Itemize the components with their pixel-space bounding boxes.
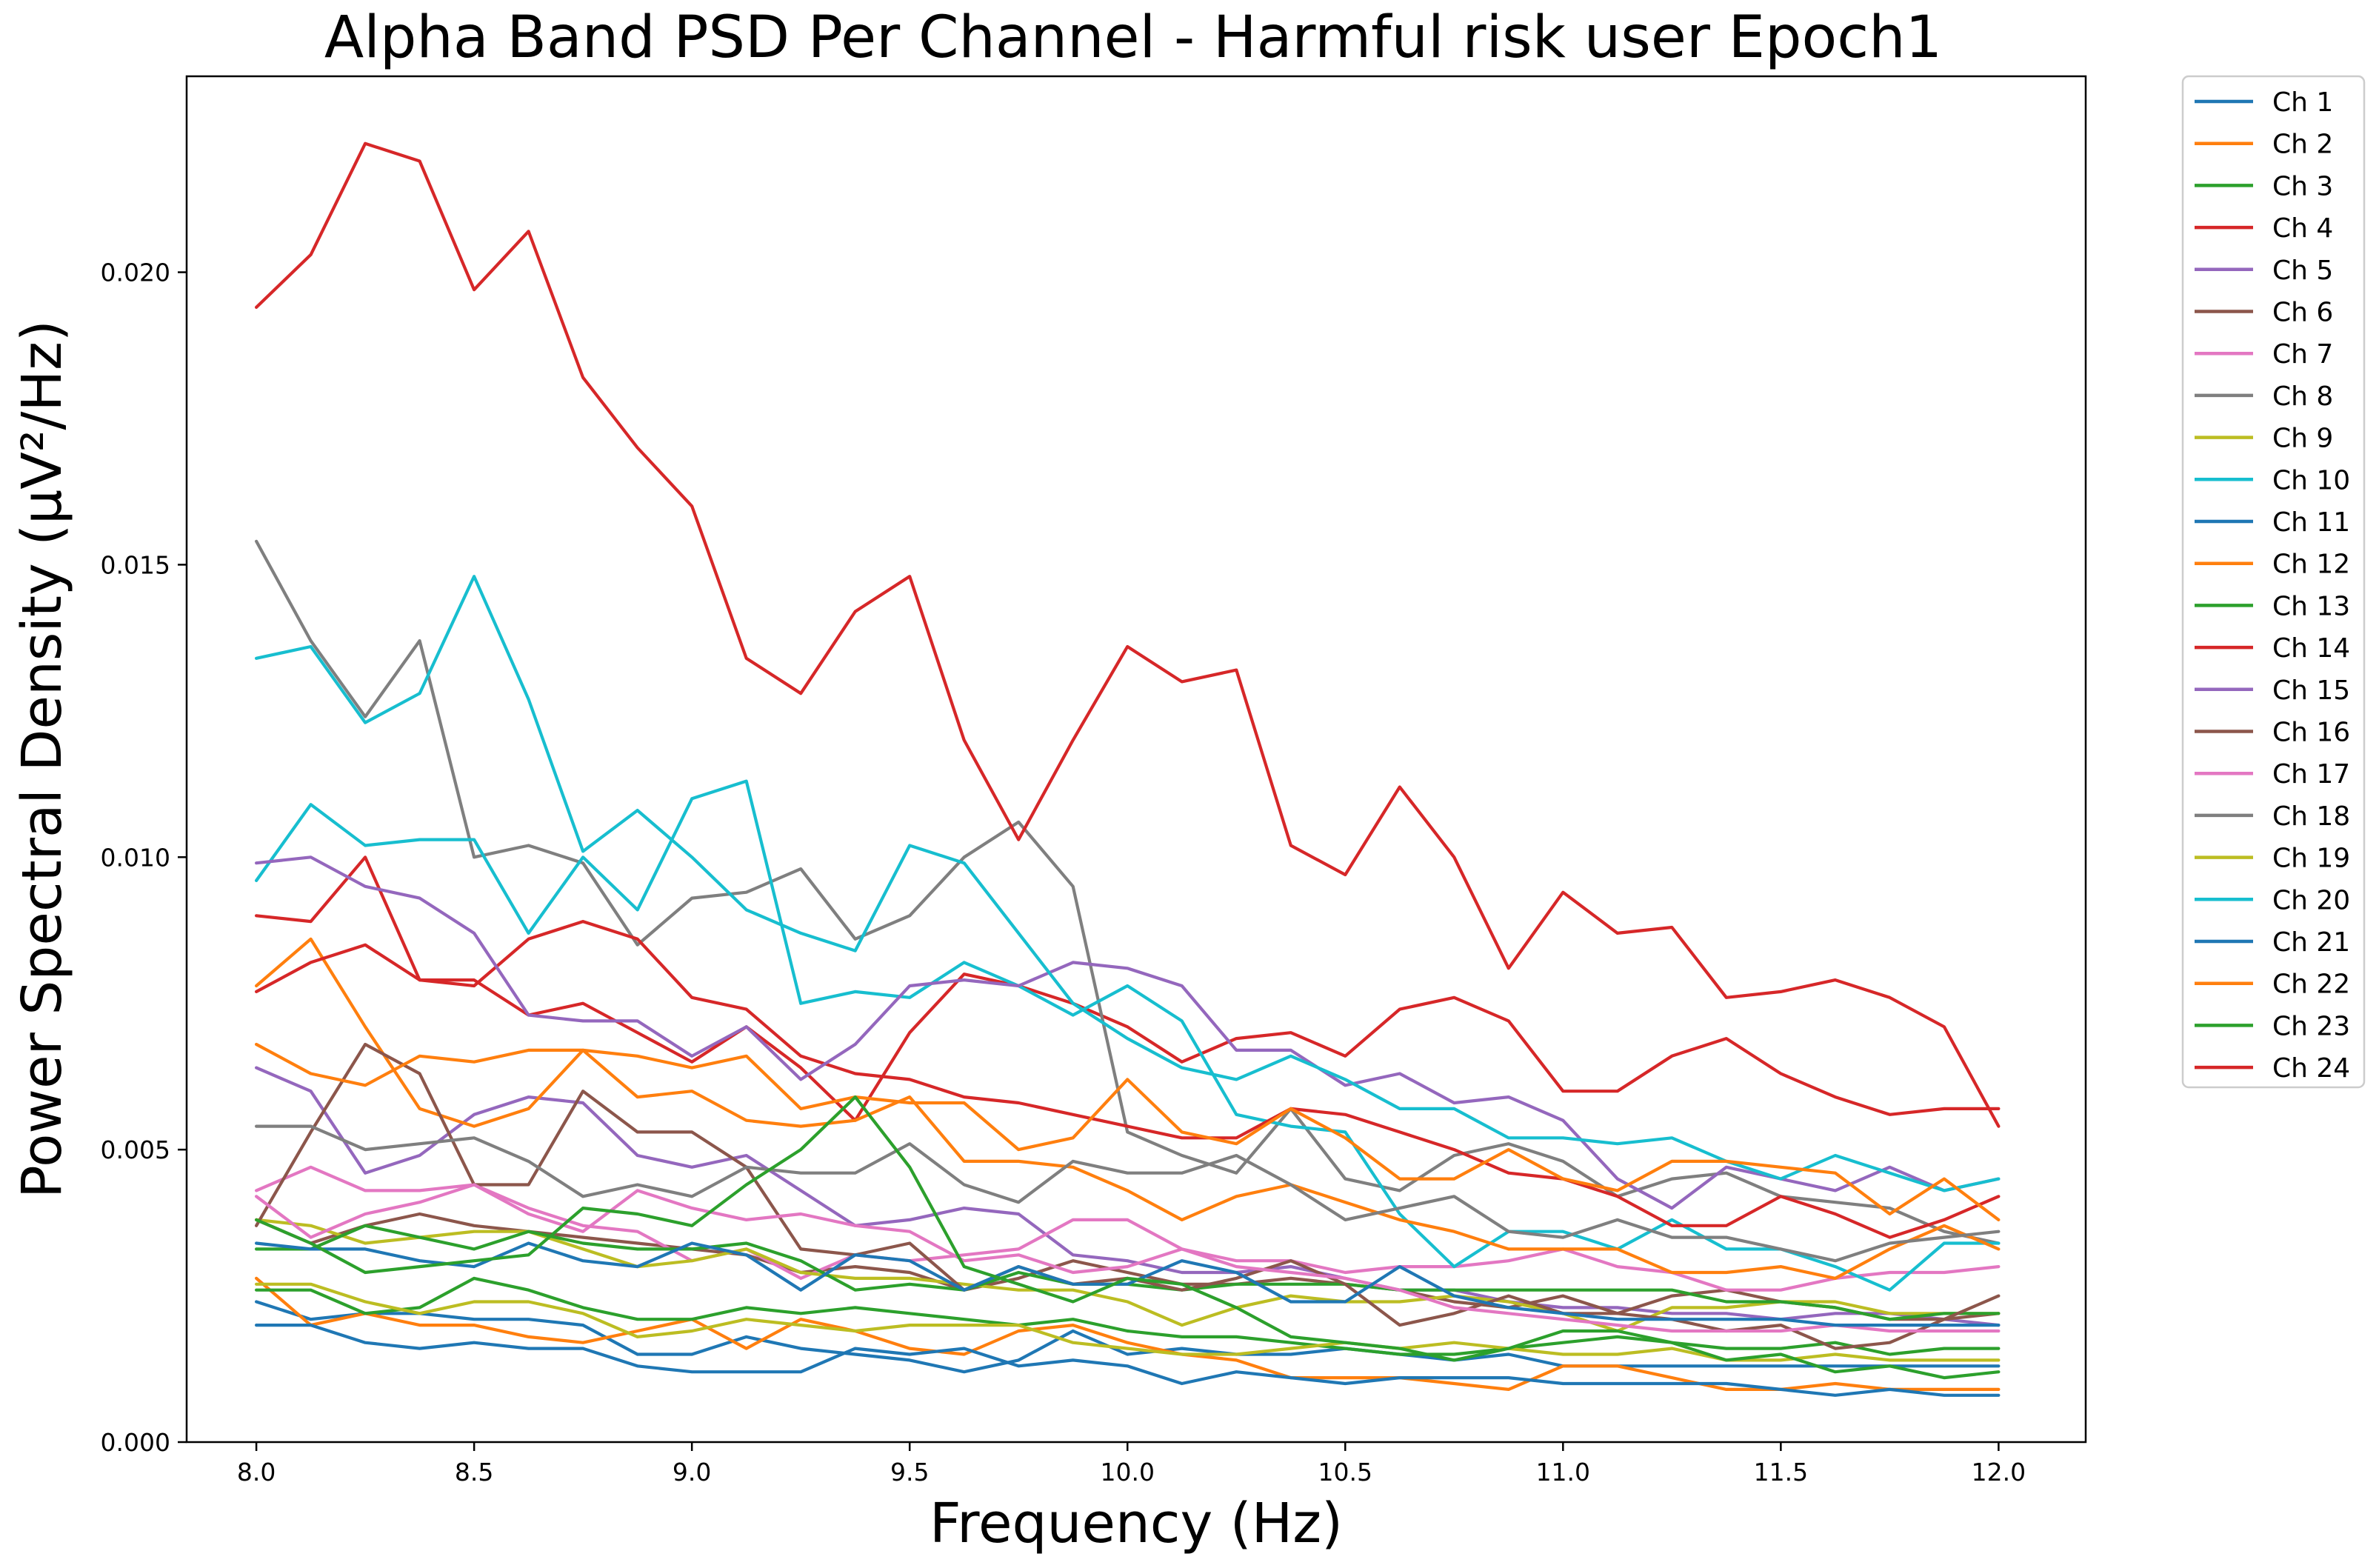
y-tick-label: 0.005 [101,1135,170,1164]
legend-label-ch-19: Ch 19 [2272,844,2350,874]
x-tick-label: 11.5 [1754,1458,1808,1487]
legend-frame [2181,75,2366,1089]
legend-label-ch-2: Ch 2 [2272,130,2333,160]
x-tick-label: 8.5 [455,1458,493,1487]
x-axis-ticks: 8.0 8.5 9.0 9.5 10.0 10.5 11.0 11.5 12.0 [237,1442,2026,1487]
series-line-ch-4 [255,855,2001,1122]
series-line-ch-10 [255,779,2001,1292]
series-line-ch-2 [255,1276,2001,1392]
series-line-ch-6 [255,1212,2001,1321]
series-line-ch-15 [255,855,2001,1210]
x-tick-label: 10.0 [1100,1458,1154,1487]
series-line-ch-17 [255,1183,2001,1333]
legend-label-ch-10: Ch 10 [2272,465,2350,496]
x-axis-label: Frequency (Hz) [930,1492,1343,1555]
x-tick-label: 9.5 [890,1458,929,1487]
legend: Ch 1 Ch 2 Ch 3 Ch 4 Ch 5 Ch 6 Ch 7 Ch 8 Ch 9 Ch 1… [2181,75,2366,1089]
legend-label-ch-7: Ch 7 [2272,339,2333,370]
legend-label-ch-17: Ch 17 [2272,759,2350,790]
series-line-ch-7 [255,1165,2001,1292]
x-tick-label: 8.0 [237,1458,276,1487]
plot-frame [185,75,2087,1444]
series-line-ch-18 [255,1124,2001,1263]
series-line-ch-11 [255,1323,2001,1397]
x-tick-label: 11.0 [1536,1458,1590,1487]
legend-label-ch-18: Ch 18 [2272,801,2350,832]
legend-label-ch-8: Ch 8 [2272,381,2333,412]
series-line-ch-12 [255,937,2001,1281]
legend-label-ch-16: Ch 16 [2272,718,2350,748]
legend-label-ch-15: Ch 15 [2272,675,2350,706]
series-layer [255,141,2001,1397]
series-line-ch-14 [255,919,2001,1239]
series-line-ch-20 [255,575,2001,1192]
series-line-ch-8 [255,539,2001,1245]
legend-label-ch-4: Ch 4 [2272,213,2333,244]
x-tick-label: 10.5 [1318,1458,1372,1487]
series-line-ch-5 [255,1066,2001,1327]
series-line-ch-1 [255,1300,2001,1374]
legend-label-ch-9: Ch 9 [2272,424,2333,454]
y-axis-label: Power Spectral Density (µV²/Hz) [10,320,74,1198]
x-tick-label: 9.0 [673,1458,711,1487]
chart-title: Alpha Band PSD Per Channel - Harmful ris… [324,4,1942,71]
y-tick-label: 0.000 [101,1428,170,1457]
legend-label-ch-24: Ch 24 [2272,1053,2350,1084]
y-axis-ticks: 0.000 0.005 0.010 0.015 0.020 [101,258,187,1457]
legend-label-ch-3: Ch 3 [2272,171,2333,201]
legend-label-ch-11: Ch 11 [2272,507,2350,538]
legend-label-ch-12: Ch 12 [2272,550,2350,580]
series-line-ch-23 [255,1095,2001,1380]
y-tick-label: 0.010 [101,843,170,872]
plot-area [185,75,2087,1444]
legend-label-ch-6: Ch 6 [2272,298,2333,328]
legend-items: Ch 1 Ch 2 Ch 3 Ch 4 Ch 5 Ch 6 Ch 7 Ch 8 Ch 9 Ch 1… [2195,87,2350,1084]
x-tick-label: 12.0 [1972,1458,2026,1487]
y-tick-label: 0.020 [101,258,170,287]
legend-label-ch-1: Ch 1 [2272,87,2333,118]
series-line-ch-21 [255,1241,2001,1327]
legend-label-ch-13: Ch 13 [2272,591,2350,621]
series-line-ch-19 [255,1282,2001,1362]
legend-label-ch-22: Ch 22 [2272,970,2350,1000]
legend-label-ch-23: Ch 23 [2272,1011,2350,1041]
legend-label-ch-20: Ch 20 [2272,885,2350,915]
legend-label-ch-14: Ch 14 [2272,633,2350,664]
series-line-ch-22 [255,1042,2001,1222]
legend-label-ch-5: Ch 5 [2272,256,2333,286]
legend-label-ch-21: Ch 21 [2272,927,2350,958]
series-line-ch-24 [255,141,2001,1128]
series-line-ch-3 [255,1276,2001,1356]
y-tick-label: 0.015 [101,550,170,579]
